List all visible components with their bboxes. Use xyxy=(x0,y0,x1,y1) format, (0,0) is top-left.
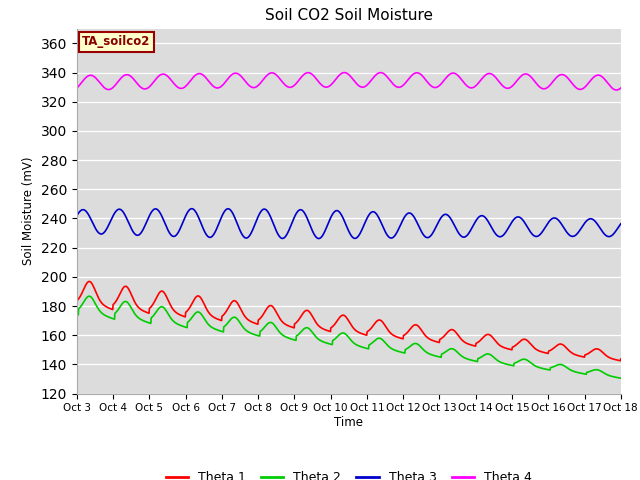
Title: Soil CO2 Soil Moisture: Soil CO2 Soil Moisture xyxy=(265,9,433,24)
Legend: Theta 1, Theta 2, Theta 3, Theta 4: Theta 1, Theta 2, Theta 3, Theta 4 xyxy=(161,467,537,480)
Y-axis label: Soil Moisture (mV): Soil Moisture (mV) xyxy=(22,157,35,265)
X-axis label: Time: Time xyxy=(334,416,364,429)
Text: TA_soilco2: TA_soilco2 xyxy=(82,35,150,48)
